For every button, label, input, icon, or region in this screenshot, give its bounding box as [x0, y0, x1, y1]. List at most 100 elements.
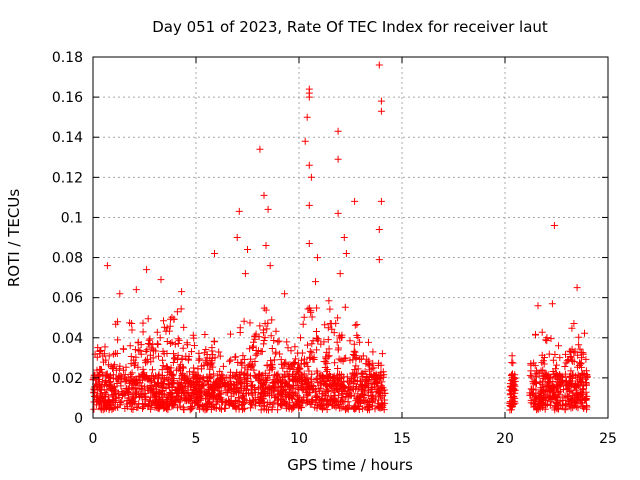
data-point: [276, 401, 284, 409]
data-point: [169, 359, 177, 366]
data-point: [129, 406, 137, 413]
data-point: [546, 387, 554, 395]
data-point: [582, 375, 589, 383]
y-tick-label: 0.04: [52, 331, 83, 347]
data-point: [278, 378, 286, 386]
data-point: [97, 382, 105, 390]
data-point: [147, 405, 155, 413]
data-point: [283, 338, 291, 346]
data-point: [141, 356, 149, 364]
data-point: [337, 371, 345, 379]
data-point: [91, 393, 99, 401]
data-point: [152, 372, 160, 380]
data-point: [139, 370, 147, 378]
data-point: [188, 348, 195, 356]
data-point: [241, 356, 249, 363]
data-point: [540, 360, 548, 368]
data-point: [172, 386, 180, 394]
data-point: [261, 369, 269, 377]
y-axis-label: ROTI / TECUs: [5, 189, 23, 287]
data-point: [170, 315, 178, 323]
data-point: [292, 355, 300, 363]
data-point: [557, 373, 564, 381]
data-point: [508, 406, 515, 414]
data-point: [201, 331, 209, 338]
y-tick-label: 0.06: [52, 291, 83, 307]
data-point: [176, 363, 184, 371]
data-point: [582, 380, 590, 388]
data-point: [147, 386, 155, 394]
data-point: [283, 380, 290, 388]
data-point: [306, 400, 314, 408]
data-point: [137, 341, 145, 349]
data-point: [159, 362, 167, 370]
data-point: [166, 322, 174, 330]
data-point: [564, 381, 572, 389]
data-point: [357, 380, 365, 388]
data-point: [295, 397, 303, 405]
data-point: [334, 209, 342, 217]
data-point: [235, 397, 243, 405]
data-point: [256, 145, 264, 153]
data-point: [116, 372, 124, 380]
data-point: [156, 394, 164, 402]
data-point: [173, 366, 181, 374]
data-point: [173, 308, 181, 316]
data-point: [272, 371, 280, 379]
data-point: [246, 319, 254, 327]
data-point: [203, 373, 211, 381]
data-point: [203, 360, 211, 368]
data-point: [180, 323, 188, 331]
data-point: [227, 380, 234, 388]
data-point: [541, 370, 549, 378]
data-point: [137, 350, 145, 358]
data-point: [274, 395, 282, 403]
data-point: [109, 371, 117, 379]
data-point: [155, 401, 163, 409]
data-point: [530, 389, 537, 397]
data-point: [361, 389, 369, 397]
data-point: [103, 401, 111, 409]
data-point: [538, 328, 546, 336]
data-point: [232, 353, 240, 361]
data-point: [132, 286, 140, 294]
data-point: [306, 347, 314, 355]
data-point: [579, 386, 587, 394]
data-point: [136, 347, 144, 355]
data-point: [537, 384, 545, 392]
data-point: [102, 390, 110, 398]
data-point: [246, 345, 254, 353]
data-point: [249, 344, 256, 351]
data-point: [334, 127, 342, 135]
chart-title: Day 051 of 2023, Rate Of TEC Index for r…: [152, 18, 548, 36]
data-point: [350, 340, 358, 348]
data-point: [116, 290, 124, 298]
data-point: [558, 401, 566, 409]
data-point: [109, 364, 117, 372]
data-point: [178, 288, 186, 296]
data-point: [115, 375, 123, 383]
data-point: [335, 387, 343, 395]
data-point: [254, 347, 262, 354]
data-point: [349, 356, 357, 364]
data-point: [327, 373, 334, 380]
data-point: [307, 173, 315, 181]
data-point: [333, 338, 341, 346]
data-point: [539, 377, 547, 385]
data-point: [241, 375, 249, 383]
data-point: [575, 333, 583, 341]
data-point: [573, 284, 581, 292]
data-point: [286, 364, 294, 372]
data-point: [200, 379, 208, 387]
data-point: [347, 391, 355, 399]
data-point: [189, 374, 197, 382]
data-point: [175, 336, 183, 344]
data-point: [302, 399, 310, 407]
data-point: [167, 364, 175, 372]
data-point: [119, 391, 127, 398]
data-point: [380, 406, 388, 414]
data-point: [166, 340, 174, 347]
data-point: [260, 329, 267, 337]
data-point: [336, 374, 344, 382]
data-point: [110, 350, 118, 358]
